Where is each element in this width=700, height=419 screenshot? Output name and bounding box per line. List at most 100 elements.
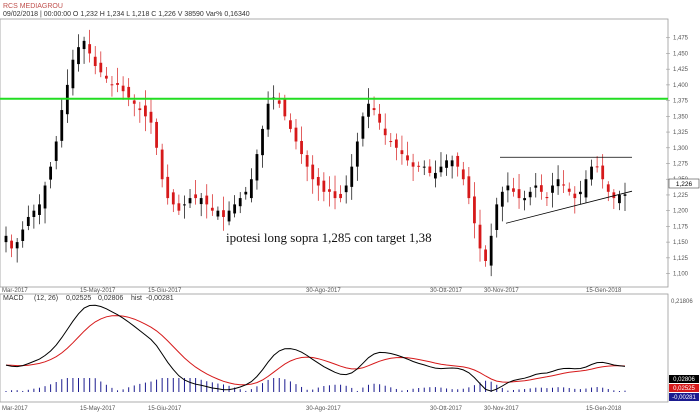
candle-body xyxy=(372,108,376,111)
candle-body xyxy=(99,62,103,73)
macd-legend: MACD (12, 26) 0,02525 0,02806 hist -0,00… xyxy=(3,295,174,302)
candle-body xyxy=(601,165,605,180)
candle-body xyxy=(289,120,292,129)
candle-body xyxy=(15,242,19,249)
macd-badge-3-label: -0,00281 xyxy=(672,395,696,401)
x-tick-label: 15-Giu-2017 xyxy=(148,288,182,294)
x-tick-label: 30-Ott-2017 xyxy=(430,288,463,294)
candle-body xyxy=(528,191,532,198)
candle-body xyxy=(389,141,393,143)
candle-body xyxy=(400,150,404,155)
y-tick-label: 1,175 xyxy=(673,224,689,230)
candle-body xyxy=(144,105,147,117)
y-tick-label: 1,350 xyxy=(673,114,689,120)
candle-body xyxy=(183,204,186,206)
candle-body xyxy=(104,75,108,79)
candle-body xyxy=(361,116,365,139)
candle-body xyxy=(305,155,309,167)
last-price-badge xyxy=(668,178,700,189)
candle-body xyxy=(155,121,158,148)
x-tick-label: 15-Gen-2018 xyxy=(586,288,622,294)
candle-body xyxy=(4,235,8,243)
candle-body xyxy=(545,197,549,199)
macd-legend-hist-label: hist xyxy=(131,295,142,302)
candle-body xyxy=(539,185,543,192)
macd-x-tick-label: 15-Giu-2017 xyxy=(148,406,182,412)
candle-body xyxy=(233,204,237,214)
candle-body xyxy=(567,188,571,192)
macd-badge-1-label: 0,02806 xyxy=(673,377,695,383)
macd-badge-2 xyxy=(669,384,699,392)
y-tick-label: 1,375 xyxy=(673,99,689,105)
y-tick-label: 1,100 xyxy=(673,272,689,278)
candle-body xyxy=(523,198,527,201)
macd-x-tick-label: 30-Ott-2017 xyxy=(430,406,463,412)
candle-body xyxy=(244,191,248,195)
candle-body xyxy=(394,139,398,148)
macd-lines xyxy=(5,304,626,392)
quote-line: 09/02/2018 | 00:00:00 O 1,232 H 1,234 L … xyxy=(3,11,250,18)
macd-line xyxy=(5,304,626,392)
candle-body xyxy=(367,103,370,117)
candle-body xyxy=(578,191,582,195)
candle-body xyxy=(249,179,253,199)
candle-body xyxy=(311,164,315,180)
candle-body xyxy=(433,172,437,179)
candle-body xyxy=(60,110,64,141)
macd-legend-params: (12, 26) xyxy=(34,295,58,302)
last-price-label: 1,226 xyxy=(676,181,693,188)
y-tick-label: 1,400 xyxy=(673,83,689,89)
candle-body xyxy=(82,40,86,50)
candle-body xyxy=(422,166,426,168)
x-tick-label: Mar-2017 xyxy=(2,288,28,294)
candle-body xyxy=(333,191,337,199)
candle-body xyxy=(450,160,454,167)
support-trendline xyxy=(505,190,633,224)
candle-body xyxy=(277,100,281,104)
macd-badge-1 xyxy=(669,375,699,383)
candle-body xyxy=(127,86,131,98)
candle-body xyxy=(612,192,616,199)
candle-body xyxy=(461,169,465,180)
macd-x-axis: Mar-2017 15-May-2017 15-Giu-2017 30-Ago-201… xyxy=(2,406,622,412)
candle-body xyxy=(166,176,170,199)
candle-body xyxy=(116,83,119,85)
macd-badge-3 xyxy=(669,393,699,401)
candle-body xyxy=(406,155,409,161)
candle-body xyxy=(506,185,510,191)
macd-x-tick-label: 15-May-2017 xyxy=(80,406,116,412)
candle-body xyxy=(590,166,593,180)
macd-y-tick: 0,21806 xyxy=(671,299,693,305)
candle-body xyxy=(534,185,538,188)
candle-body xyxy=(77,47,80,65)
candle-body xyxy=(283,98,287,117)
candle-body xyxy=(512,188,515,192)
candle-body xyxy=(344,185,348,193)
candle-body xyxy=(355,141,359,167)
candle-body xyxy=(261,128,264,156)
price-panel-frame xyxy=(0,18,669,288)
y-tick-label: 1,225 xyxy=(673,193,689,199)
candle-body xyxy=(266,103,270,130)
candle-body xyxy=(495,204,499,230)
macd-badge-2-label: 0,02525 xyxy=(673,386,695,392)
candle-body xyxy=(484,249,487,261)
candle-body xyxy=(205,195,209,205)
candle-body xyxy=(194,194,198,199)
candle-body xyxy=(445,160,448,168)
candle-body xyxy=(10,240,13,249)
candle-body xyxy=(328,189,331,192)
candle-body xyxy=(26,216,30,227)
candle-body xyxy=(21,229,25,241)
candle-body xyxy=(49,166,53,180)
candle-body xyxy=(110,84,114,86)
candle-body xyxy=(171,192,175,205)
price-candles xyxy=(4,29,627,277)
y-tick-label: 1,325 xyxy=(673,130,689,136)
candle-body xyxy=(562,184,566,186)
candle-body xyxy=(618,194,621,204)
candle-body xyxy=(38,204,41,215)
candle-body xyxy=(316,176,320,186)
x-tick-label: 30-Ago-2017 xyxy=(306,288,341,294)
y-tick-label: 1,450 xyxy=(673,51,689,57)
